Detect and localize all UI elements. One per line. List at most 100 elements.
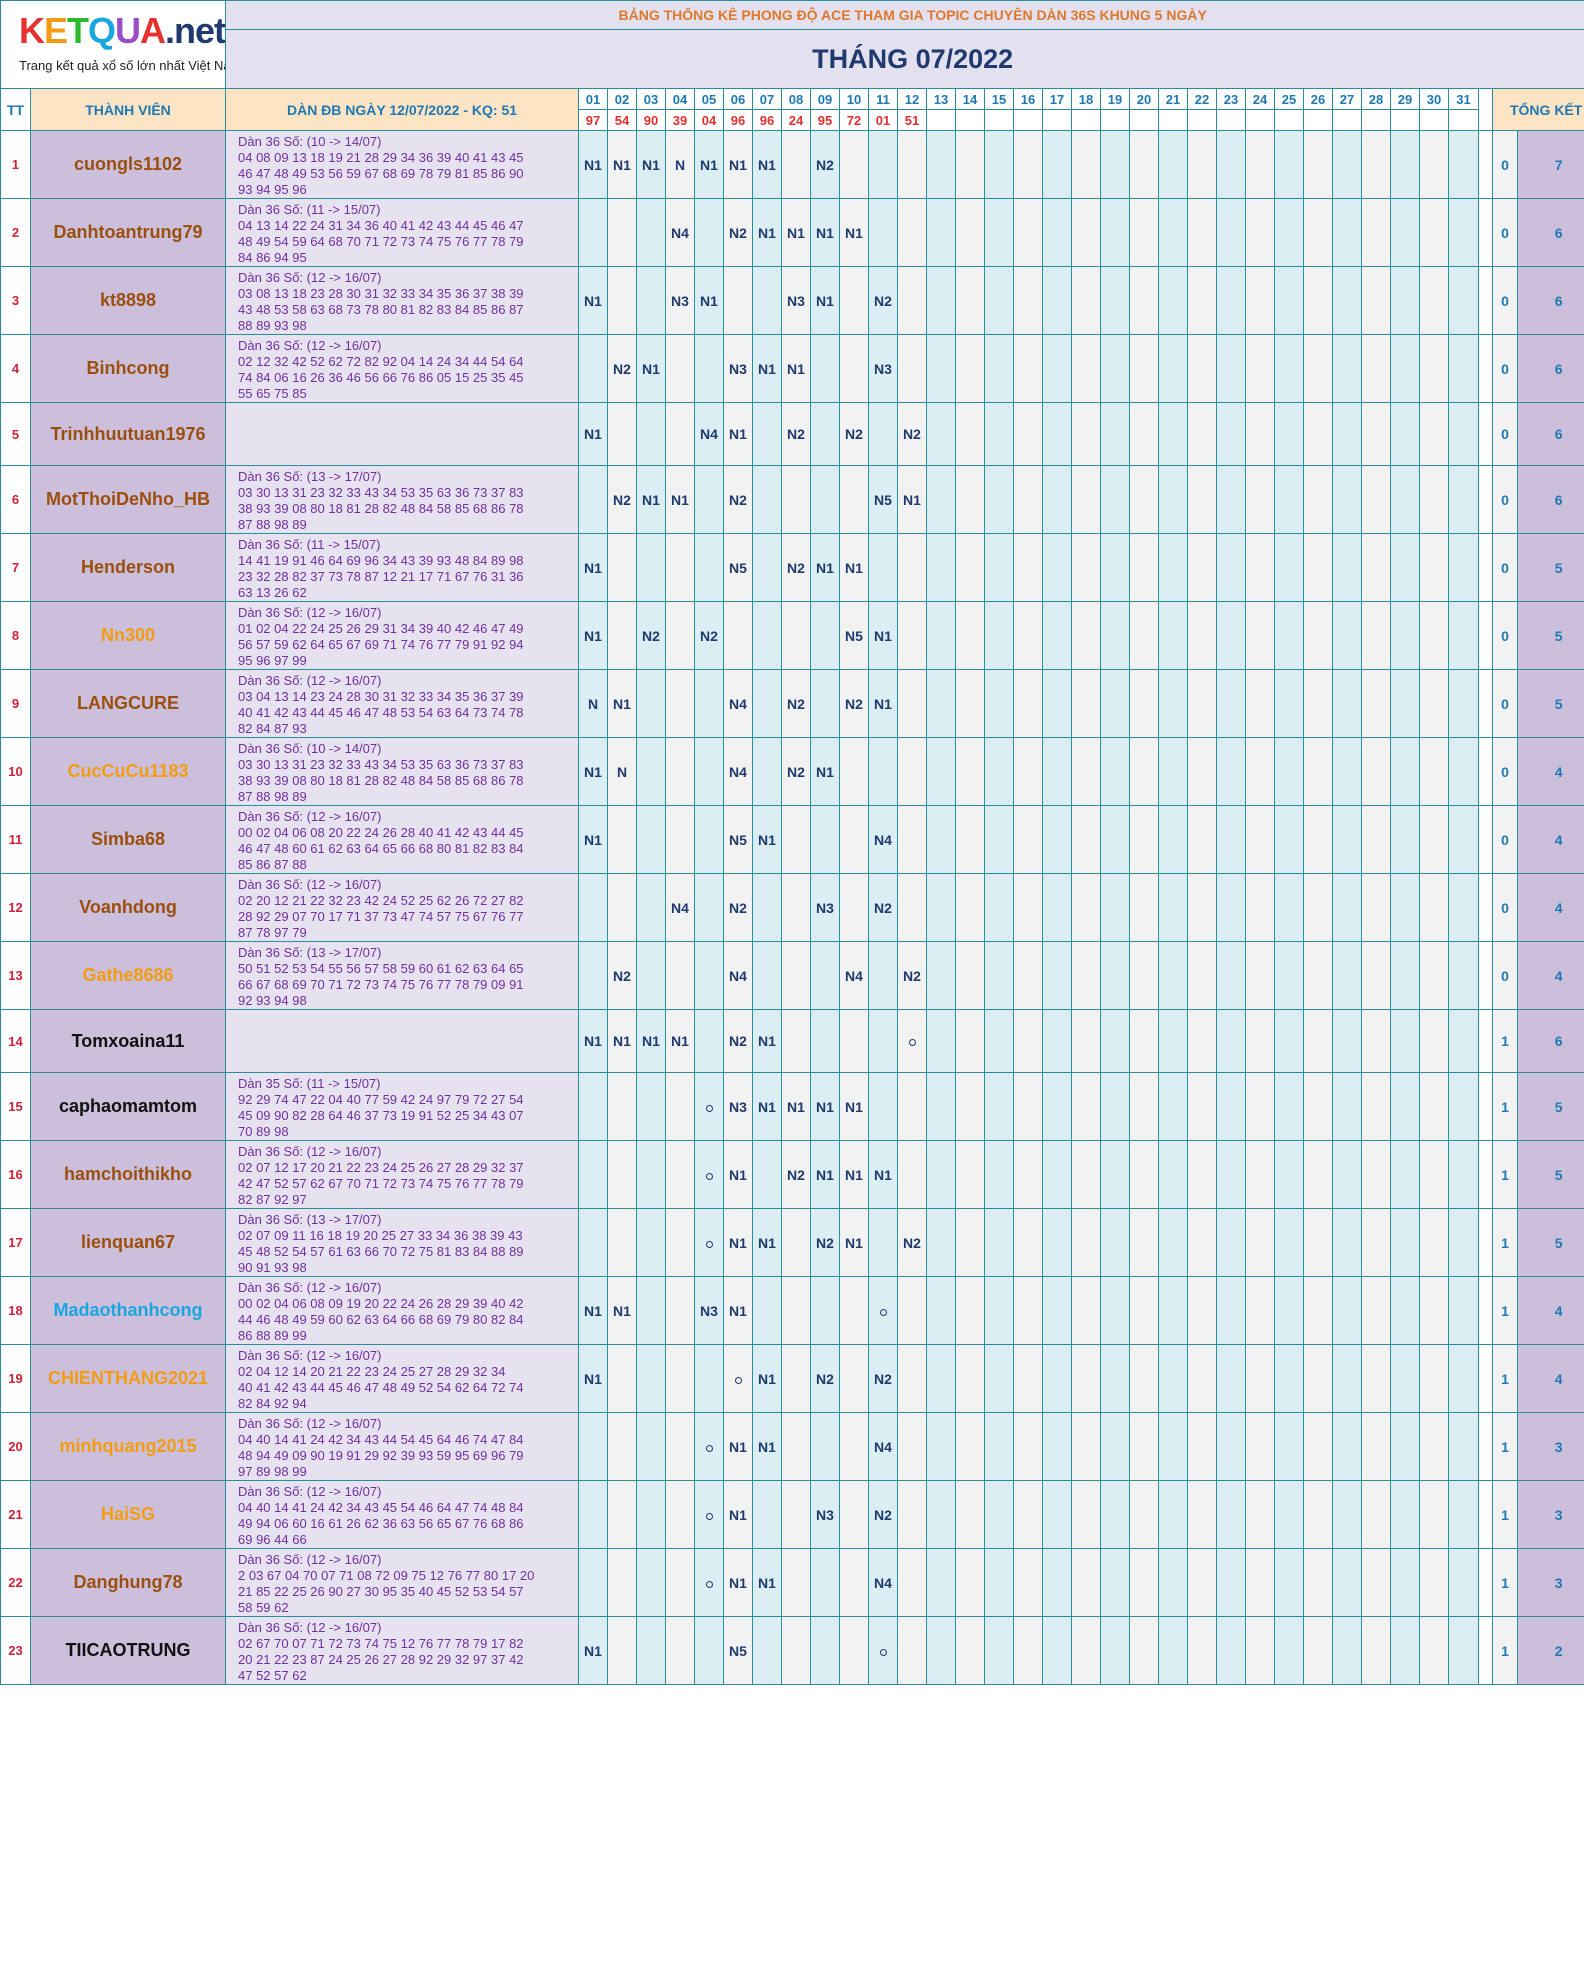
day-cell <box>955 1616 985 1685</box>
member-name: Voanhdong <box>30 873 226 942</box>
day-cell <box>1303 1072 1333 1141</box>
day-cell: N2 <box>839 669 869 738</box>
dan-line: 03 30 13 31 23 32 33 43 34 53 35 63 36 7… <box>238 757 524 772</box>
day-cell <box>1332 941 1362 1010</box>
dan-line: 46 47 48 49 53 56 59 67 68 69 78 79 81 8… <box>238 166 524 181</box>
day-cell <box>926 130 956 199</box>
day-cell <box>1013 1208 1043 1277</box>
day-cell <box>1129 1548 1159 1617</box>
member-name: Henderson <box>30 533 226 602</box>
day-cell <box>926 1208 956 1277</box>
day-cell <box>1390 334 1420 403</box>
day-cell <box>1419 1480 1449 1549</box>
day-cell <box>1129 669 1159 738</box>
day-cell <box>839 873 869 942</box>
day-cell <box>1216 130 1246 199</box>
day-cell <box>1071 334 1101 403</box>
dan-line: Dàn 36 Số: (12 -> 16/07) <box>238 673 382 688</box>
day-cell <box>1303 1140 1333 1209</box>
day-header: 30 <box>1419 88 1449 110</box>
dan-line: Dàn 36 Số: (12 -> 16/07) <box>238 1484 382 1499</box>
day-cell: N1 <box>723 130 753 199</box>
day-header: 20 <box>1129 88 1159 110</box>
separator <box>1478 1140 1493 1209</box>
day-cell: N1 <box>839 198 869 267</box>
day-cell <box>810 805 840 874</box>
member-name: Simba68 <box>30 805 226 874</box>
member-name: Nn300 <box>30 601 226 670</box>
day-cell <box>955 402 985 466</box>
day-cell <box>1071 1344 1101 1413</box>
day-header: 12 <box>897 88 927 110</box>
day-cell <box>810 1616 840 1685</box>
day-cell <box>926 1480 956 1549</box>
day-cell <box>955 1009 985 1073</box>
day-cell <box>665 402 695 466</box>
day-cell <box>1013 737 1043 806</box>
day-cell <box>665 1072 695 1141</box>
day-cell <box>607 805 637 874</box>
day-header: 18 <box>1071 88 1101 110</box>
day-cell <box>1013 1140 1043 1209</box>
day-cell <box>1071 533 1101 602</box>
day-cell <box>1274 737 1304 806</box>
day-cell <box>1129 1480 1159 1549</box>
day-cell <box>781 805 811 874</box>
dan-numbers: Dàn 36 Số: (10 -> 14/07) 03 30 13 31 23 3… <box>225 737 579 806</box>
day-cell <box>578 198 608 267</box>
total-miss: 0 <box>1492 266 1518 335</box>
day-cell <box>1390 1072 1420 1141</box>
day-cell <box>1361 1208 1391 1277</box>
miss-circle-icon <box>705 1104 713 1112</box>
miss-circle-icon <box>705 1172 713 1180</box>
day-cell <box>1448 1072 1479 1141</box>
day-cell <box>1216 1276 1246 1345</box>
day-cell <box>1187 1009 1217 1073</box>
day-cell <box>1042 334 1072 403</box>
day-cell: N4 <box>868 1548 898 1617</box>
day-result <box>1245 109 1275 131</box>
day-cell: N5 <box>723 533 753 602</box>
day-cell <box>868 130 898 199</box>
dan-line: Dàn 35 Số: (11 -> 15/07) <box>238 1076 381 1091</box>
day-cell <box>752 1276 782 1345</box>
day-cell <box>607 266 637 335</box>
day-cell <box>1245 1208 1275 1277</box>
day-cell <box>1361 873 1391 942</box>
day-cell <box>781 1548 811 1617</box>
day-cell <box>1245 1072 1275 1141</box>
day-cell <box>810 1276 840 1345</box>
separator <box>1478 873 1493 942</box>
day-cell: N1 <box>723 1412 753 1481</box>
separator <box>1478 402 1493 466</box>
day-cell <box>897 1009 927 1073</box>
dan-numbers: Dàn 35 Số: (11 -> 15/07) 92 29 74 47 22 0… <box>225 1072 579 1141</box>
day-cell <box>1361 130 1391 199</box>
day-cell <box>781 1412 811 1481</box>
day-cell: N2 <box>781 737 811 806</box>
day-cell <box>1013 533 1043 602</box>
day-cell <box>1332 737 1362 806</box>
day-cell <box>1071 402 1101 466</box>
day-cell <box>1187 130 1217 199</box>
day-result <box>1013 109 1043 131</box>
day-cell <box>1245 198 1275 267</box>
day-cell <box>607 402 637 466</box>
dan-line: 48 94 49 09 90 19 91 29 92 39 93 59 95 6… <box>238 1448 524 1463</box>
day-result <box>1042 109 1072 131</box>
day-cell <box>1332 1009 1362 1073</box>
header-dan: DÀN ĐB NGÀY 12/07/2022 - KQ: 51 <box>225 88 579 131</box>
day-cell <box>984 198 1014 267</box>
dan-line: Dàn 36 Số: (12 -> 16/07) <box>238 1280 382 1295</box>
day-cell: N2 <box>723 198 753 267</box>
day-cell <box>1274 1140 1304 1209</box>
day-cell <box>1274 941 1304 1010</box>
day-cell <box>752 1480 782 1549</box>
day-result: 04 <box>694 109 724 131</box>
miss-circle-icon <box>734 1376 742 1384</box>
day-cell: N1 <box>752 1412 782 1481</box>
day-cell <box>955 334 985 403</box>
dan-line: Dàn 36 Số: (11 -> 15/07) <box>238 537 381 552</box>
dan-numbers: Dàn 36 Số: (12 -> 16/07) 02 04 12 14 20 2… <box>225 1344 579 1413</box>
dan-line: 40 41 42 43 44 45 46 47 48 53 54 63 64 7… <box>238 705 524 720</box>
